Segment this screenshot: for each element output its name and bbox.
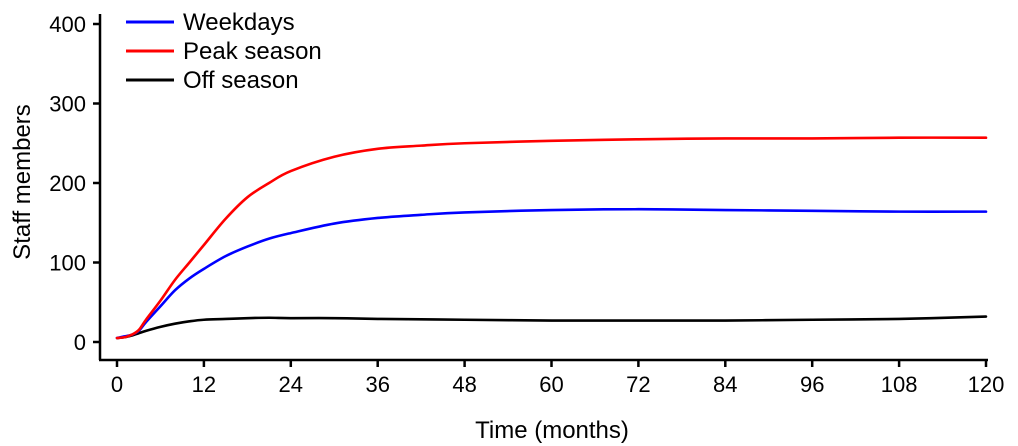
x-tick-label: 108 [881,372,918,397]
x-axis-title: Time (months) [475,417,629,444]
series-line-weekdays [115,207,988,340]
y-tick-label: 200 [49,171,86,196]
y-tick-label: 0 [74,330,86,355]
x-tick-label: 36 [365,372,389,397]
y-tick-label: 300 [49,92,86,117]
series-line-peak-season [115,136,988,340]
x-tick-label: 96 [800,372,824,397]
series-line-off-season [115,315,988,340]
x-tick-label: 0 [111,372,123,397]
x-tick-label: 84 [713,372,737,397]
x-tick-label: 72 [626,372,650,397]
x-tick-label: 60 [539,372,563,397]
legend-label-weekdays: Weekdays [183,9,295,36]
legend-label-off-season: Off season [183,67,299,94]
legend-label-peak-season: Peak season [183,38,322,65]
y-tick-label: 400 [49,12,86,37]
x-tick-label: 12 [192,372,216,397]
y-tick-label: 100 [49,251,86,276]
x-tick-label: 120 [968,372,1005,397]
x-tick-label: 48 [452,372,476,397]
y-axis-title: Staff members [9,104,36,260]
x-tick-label: 24 [279,372,303,397]
